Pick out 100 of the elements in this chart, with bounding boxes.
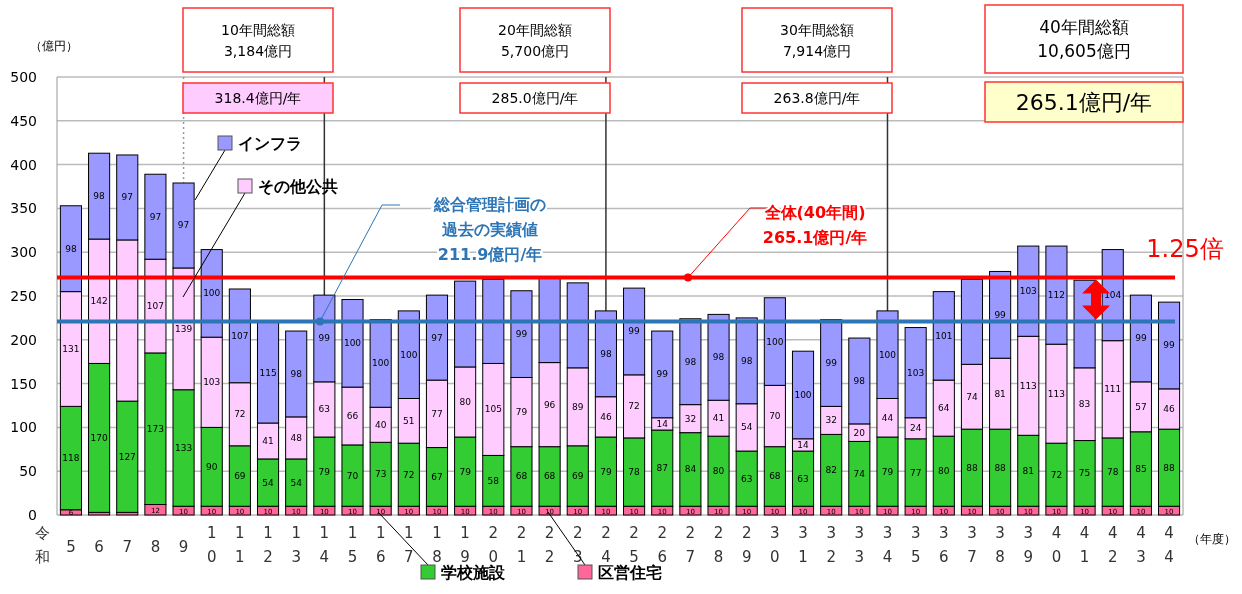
data-label: 84 (684, 464, 697, 475)
legend-label: インフラ (238, 134, 302, 153)
data-label: 48 (290, 432, 303, 443)
data-label: 98 (740, 355, 753, 366)
data-label: 77 (909, 467, 922, 478)
data-label: 69 (234, 471, 246, 482)
data-label: 88 (966, 462, 978, 473)
x-tick-label: 37 (967, 524, 977, 566)
data-label: 96 (543, 399, 556, 410)
data-label: 83 (1078, 399, 1091, 410)
x-tick-label: 17 (404, 524, 414, 566)
data-label: 101 (935, 330, 953, 341)
data-label: 100 (203, 288, 221, 299)
x-tick-label: 28 (713, 524, 724, 566)
data-label: 88 (1163, 462, 1176, 473)
data-label: 127 (118, 451, 136, 462)
x-tick-label: 18 (432, 524, 442, 566)
data-label: 81 (1022, 465, 1034, 476)
x-tick-label: 8 (150, 538, 161, 556)
data-label: 79 (318, 466, 331, 477)
x-tick-label: 5 (66, 538, 76, 556)
data-label: 63 (318, 404, 331, 415)
data-label: 32 (825, 415, 837, 426)
y-tick-label: 350 (10, 200, 37, 217)
data-label: 103 (907, 367, 925, 378)
data-label: 41 (712, 413, 725, 424)
data-label: 99 (656, 369, 669, 380)
data-label: 97 (177, 220, 190, 231)
y-tick-label: 500 (10, 69, 37, 85)
y-tick-label: 150 (10, 375, 37, 392)
data-label: 77 (431, 408, 443, 419)
text-box: 30年間総額 7,914億円 (741, 7, 893, 73)
y-tick-label: 250 (10, 288, 37, 304)
data-label: 74 (966, 391, 978, 402)
y-tick-label: 100 (10, 419, 37, 436)
data-label: 99 (628, 326, 641, 337)
data-label: 70 (769, 411, 781, 422)
data-label: 24 (909, 423, 922, 434)
data-label: 80 (712, 466, 725, 477)
data-label: 72 (628, 401, 640, 412)
x-tick-label: 42 (1107, 524, 1118, 566)
data-label: 89 (572, 401, 584, 412)
data-label: 58 (487, 475, 500, 486)
data-label: 98 (853, 375, 866, 386)
ref-line-label: 全体(40年間) 265.1億円/年 (762, 203, 868, 247)
data-label: 40 (374, 419, 387, 430)
data-label: 99 (1135, 333, 1147, 344)
data-label: 97 (149, 211, 162, 222)
data-label: 81 (994, 388, 1006, 399)
data-label: 118 (62, 453, 80, 464)
text-box: 263.8億円/年 (741, 82, 893, 114)
data-label: 113 (1047, 388, 1066, 399)
text-box: 285.0億円/年 (459, 82, 611, 114)
data-label: 99 (1163, 340, 1176, 351)
data-label: 80 (459, 397, 472, 407)
data-label: 63 (740, 473, 753, 484)
data-label: 115 (259, 367, 277, 378)
x-tick-label: 32 (826, 524, 836, 566)
data-label: 99 (994, 309, 1007, 320)
data-label: 103 (203, 377, 221, 388)
data-label: 72 (234, 409, 246, 420)
data-label: 20 (853, 427, 866, 438)
data-label: 46 (600, 411, 612, 422)
data-label: 68 (769, 471, 781, 482)
data-label: 46 (1163, 404, 1176, 414)
data-label: 69 (572, 471, 584, 482)
y-tick-label: 0 (28, 507, 37, 523)
ref-line-label: 総合管理計画の過去の実績値 211.9億円/年 (433, 195, 546, 264)
data-label: 98 (712, 352, 725, 363)
x-tick-label: 10 (206, 524, 217, 566)
x-tick-label: 6 (94, 538, 104, 556)
x-tick-label: 41 (1079, 524, 1090, 566)
data-label: 139 (174, 323, 193, 334)
data-label: 51 (403, 415, 415, 426)
data-label: 73 (374, 469, 387, 480)
data-label: 99 (825, 358, 838, 369)
x-tick-label: 11 (235, 524, 245, 566)
data-label: 173 (146, 423, 164, 434)
x-tick-label: 14 (319, 524, 330, 566)
x-axis-title: （年度） (1188, 532, 1236, 546)
x-tick-label: 26 (657, 524, 668, 566)
data-label: 98 (290, 368, 303, 379)
data-label: 111 (1104, 384, 1122, 395)
data-label: 68 (515, 471, 528, 482)
x-tick-label: 13 (291, 524, 301, 566)
x-tick-label: 30 (770, 524, 780, 566)
text-box: 20年間総額 5,700億円 (459, 7, 611, 73)
x-tick-label: 15 (347, 524, 358, 566)
data-label: 87 (656, 463, 668, 474)
data-label: 100 (400, 349, 418, 360)
legend-label: 学校施設 (441, 563, 506, 582)
y-tick-label: 300 (10, 244, 37, 261)
x-tick-label: 29 (741, 524, 752, 566)
data-label: 97 (121, 192, 133, 203)
x-tick-label: 43 (1136, 524, 1146, 566)
annotation: 285.0億円/年 (491, 90, 579, 107)
data-label: 78 (1107, 467, 1119, 478)
x-tick-label: 9 (178, 538, 189, 556)
data-label: 63 (797, 473, 809, 484)
x-tick-label: 21 (516, 524, 527, 566)
